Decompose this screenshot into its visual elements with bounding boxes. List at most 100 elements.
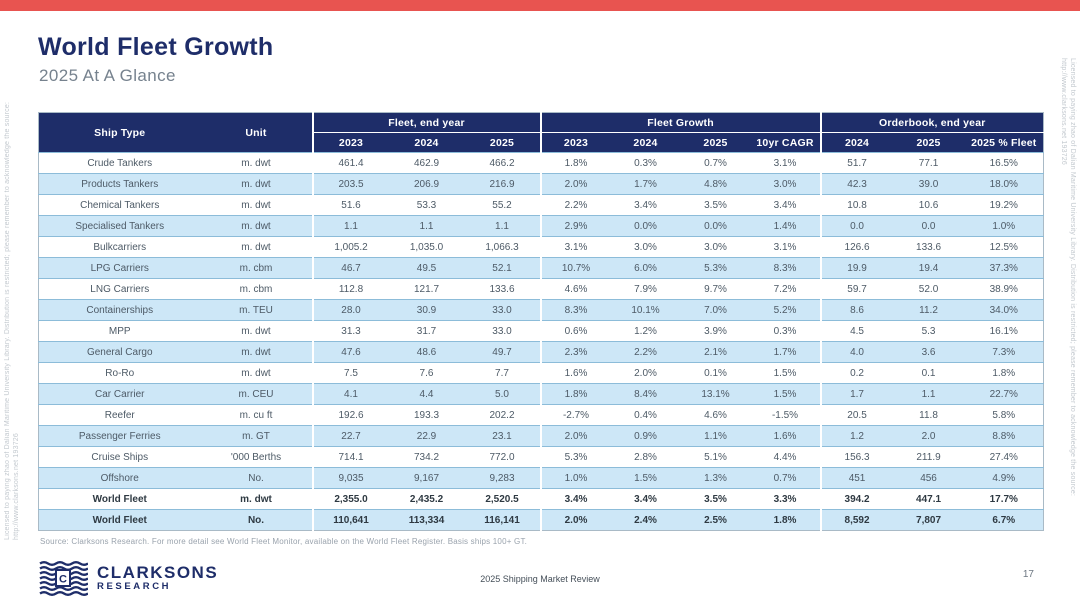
col-header-fleet-2025: 2025 <box>464 132 541 153</box>
value-cell: 4.5 <box>819 320 893 342</box>
value-cell: 7.5 <box>311 362 389 384</box>
value-cell: 456 <box>892 467 965 489</box>
value-cell: 203.5 <box>311 173 389 195</box>
value-cell: 2.4% <box>610 509 681 531</box>
value-cell: 1.5% <box>750 383 821 405</box>
value-cell: 22.7% <box>964 383 1044 405</box>
ship-type-cell: World Fleet <box>38 488 201 510</box>
value-cell: 3.0% <box>750 173 821 195</box>
value-cell: 9,167 <box>388 467 465 489</box>
value-cell: 22.7 <box>311 425 389 447</box>
value-cell: 7.2% <box>750 278 821 300</box>
page-number: 17 <box>1022 569 1034 580</box>
unit-cell: m. dwt <box>200 488 313 510</box>
value-cell: 1.6% <box>539 362 611 384</box>
value-cell: 30.9 <box>388 299 465 321</box>
table-row: World Fleet m. dwt 2,355.0 2,435.2 2,520.5 3.… <box>38 488 1044 510</box>
value-cell: 3.6 <box>892 341 965 363</box>
value-cell: 1.1 <box>464 215 541 237</box>
value-cell: 7.6 <box>388 362 465 384</box>
page-title: World Fleet Growth <box>38 33 274 61</box>
value-cell: 11.8 <box>892 404 965 426</box>
value-cell: 10.8 <box>819 194 893 216</box>
ship-type-cell: Offshore <box>38 467 201 489</box>
value-cell: 4.4 <box>388 383 465 405</box>
table-year-header-row: 2023 2024 2025 2023 2024 2025 10yr CAGR … <box>39 132 1044 153</box>
value-cell: 2.0% <box>539 173 611 195</box>
table-row: Chemical Tankers m. dwt 51.6 53.3 55.2 2.2% 3.… <box>38 194 1044 216</box>
value-cell: 42.3 <box>819 173 893 195</box>
value-cell: 447.1 <box>892 488 965 510</box>
value-cell: 0.0 <box>892 215 965 237</box>
value-cell: 394.2 <box>819 488 893 510</box>
value-cell: 19.9 <box>819 257 893 279</box>
value-cell: 5.2% <box>750 299 821 321</box>
group-header-fleet-growth: Fleet Growth <box>539 112 821 133</box>
value-cell: 10.6 <box>892 194 965 216</box>
table-row: Specialised Tankers m. dwt 1.1 1.1 1.1 2.9% 0.… <box>38 215 1044 237</box>
ship-type-cell: Products Tankers <box>38 173 201 195</box>
value-cell: 1.8% <box>750 509 821 531</box>
logo-text: CLARKSONS RESEARCH <box>97 564 218 592</box>
value-cell: 51.7 <box>819 152 893 174</box>
ship-type-cell: General Cargo <box>38 341 201 363</box>
value-cell: 9.7% <box>680 278 751 300</box>
col-header-growth-2023: 2023 <box>539 132 611 153</box>
value-cell: 3.1% <box>750 152 821 174</box>
col-header-growth-2024: 2024 <box>610 132 681 153</box>
value-cell: 1.8% <box>539 383 611 405</box>
value-cell: 1.6% <box>750 425 821 447</box>
unit-cell: m. dwt <box>200 320 313 342</box>
value-cell: 6.7% <box>964 509 1044 531</box>
ship-type-cell: Passenger Ferries <box>38 425 201 447</box>
unit-cell: m. dwt <box>200 362 313 384</box>
value-cell: 2.0% <box>610 362 681 384</box>
value-cell: 39.0 <box>892 173 965 195</box>
value-cell: 12.5% <box>964 236 1044 258</box>
value-cell: 7,807 <box>892 509 965 531</box>
value-cell: 3.0% <box>680 236 751 258</box>
value-cell: 31.7 <box>388 320 465 342</box>
value-cell: 1.5% <box>750 362 821 384</box>
value-cell: 7.7 <box>464 362 541 384</box>
value-cell: 461.4 <box>311 152 389 174</box>
unit-cell: m. dwt <box>200 236 313 258</box>
value-cell: 7.0% <box>680 299 751 321</box>
value-cell: 5.3 <box>892 320 965 342</box>
value-cell: 0.4% <box>610 404 681 426</box>
col-header-10yr-cagr: 10yr CAGR <box>750 132 821 153</box>
table-row: LPG Carriers m. cbm 46.7 49.5 52.1 10.7% 6.0% 5… <box>38 257 1044 279</box>
value-cell: 0.7% <box>680 152 751 174</box>
ship-type-cell: LNG Carriers <box>38 278 201 300</box>
value-cell: 126.6 <box>819 236 893 258</box>
value-cell: 18.0% <box>964 173 1044 195</box>
value-cell: 55.2 <box>464 194 541 216</box>
value-cell: 3.5% <box>680 194 751 216</box>
value-cell: -2.7% <box>539 404 611 426</box>
ship-type-cell: Cruise Ships <box>38 446 201 468</box>
value-cell: 116,141 <box>464 509 541 531</box>
value-cell: 9,283 <box>464 467 541 489</box>
col-header-orderbook-2025: 2025 <box>892 132 965 153</box>
value-cell: 2.9% <box>539 215 611 237</box>
value-cell: 4.9% <box>964 467 1044 489</box>
table-row: Crude Tankers m. dwt 461.4 462.9 466.2 1.8% 0.… <box>38 152 1044 174</box>
ship-type-cell: MPP <box>38 320 201 342</box>
value-cell: 1,066.3 <box>464 236 541 258</box>
unit-cell: No. <box>200 467 313 489</box>
table-row: Car Carrier m. CEU 4.1 4.4 5.0 1.8% 8.4% 13.1% 1… <box>38 383 1044 405</box>
table-row: Products Tankers m. dwt 203.5 206.9 216.9 2.0… <box>38 173 1044 195</box>
value-cell: 0.9% <box>610 425 681 447</box>
value-cell: 8,592 <box>819 509 893 531</box>
value-cell: 772.0 <box>464 446 541 468</box>
col-header-orderbook-2024: 2024 <box>819 132 893 153</box>
value-cell: 77.1 <box>892 152 965 174</box>
group-header-fleet-end-year: Fleet, end year <box>311 112 541 133</box>
value-cell: 1.0% <box>539 467 611 489</box>
col-header-unit: Unit <box>200 112 313 153</box>
value-cell: 112.8 <box>311 278 389 300</box>
table-row: World Fleet No. 110,641 113,334 116,141 2.0% 2… <box>38 509 1044 531</box>
value-cell: 5.3% <box>539 446 611 468</box>
value-cell: 211.9 <box>892 446 965 468</box>
value-cell: 1.2% <box>610 320 681 342</box>
